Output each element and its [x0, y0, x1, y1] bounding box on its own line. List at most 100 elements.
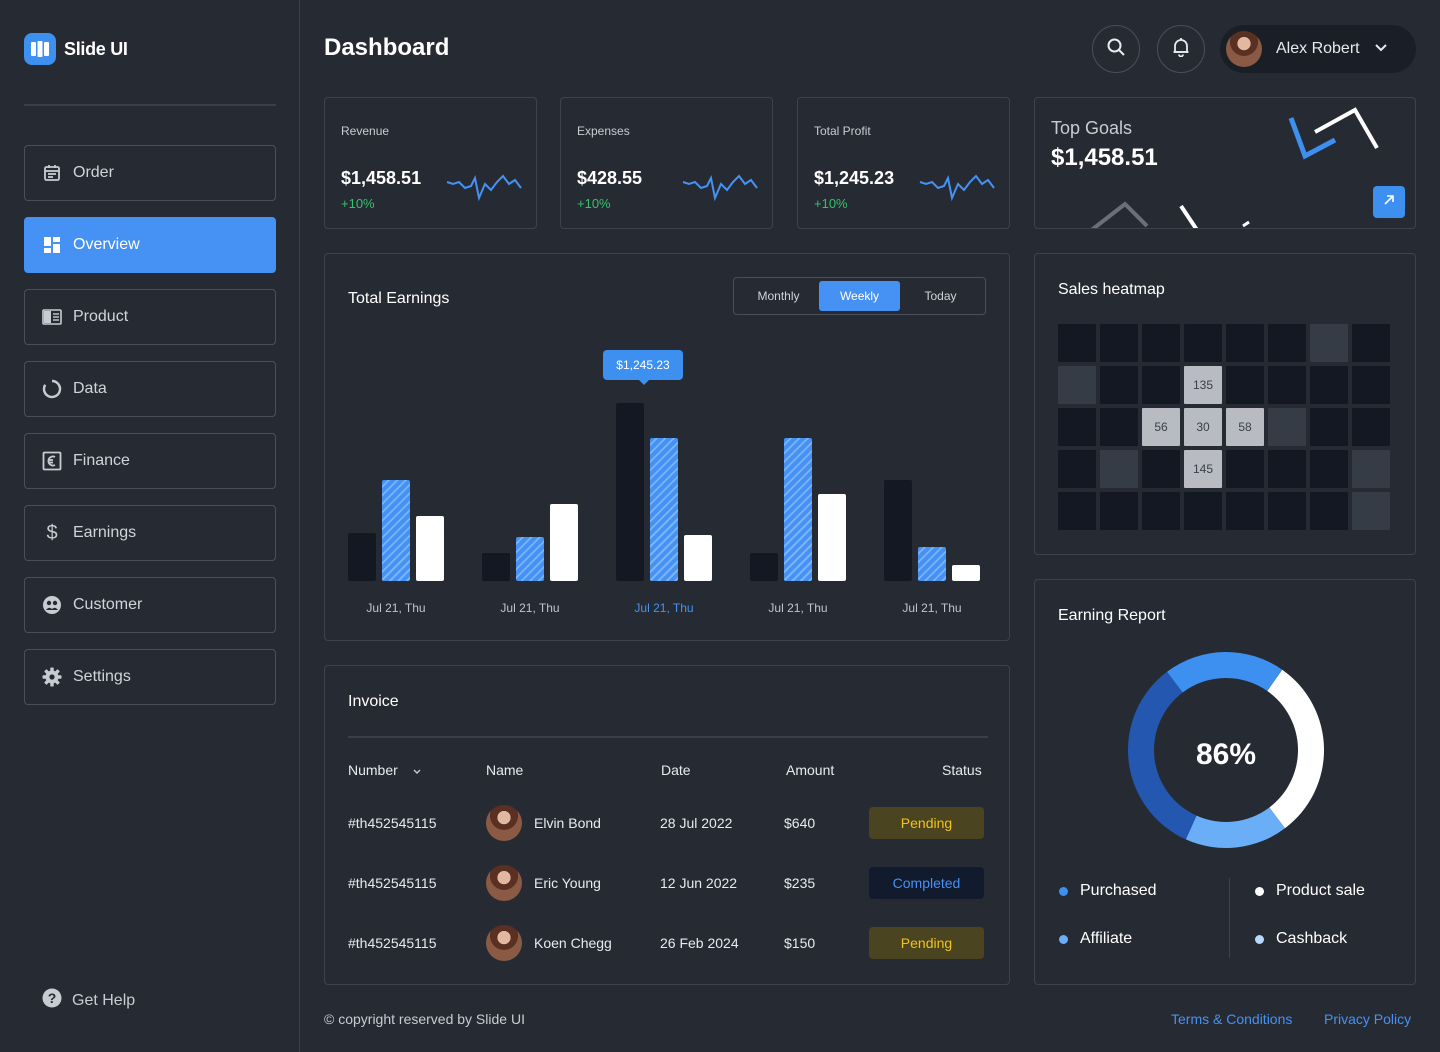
tab-monthly[interactable]: Monthly: [757, 289, 800, 303]
bar-white[interactable]: [416, 515, 444, 581]
heatmap-cell[interactable]: [1184, 324, 1222, 362]
bar-dark[interactable]: [884, 480, 912, 581]
heatmap-cell[interactable]: [1352, 408, 1390, 446]
search-button[interactable]: [1092, 25, 1140, 73]
x-tick-label: Jul 21, Thu: [902, 601, 962, 615]
sidebar-item-data[interactable]: Data: [24, 361, 276, 417]
notifications-button[interactable]: [1157, 25, 1205, 73]
invoice-date: 28 Jul 2022: [660, 815, 733, 831]
calendar-icon: [42, 163, 62, 183]
heatmap-cell[interactable]: [1226, 366, 1264, 404]
sidebar-item-settings[interactable]: Settings: [24, 649, 276, 705]
heatmap-cell[interactable]: [1058, 492, 1096, 530]
heatmap-cell[interactable]: [1058, 324, 1096, 362]
bar-dark[interactable]: [348, 533, 376, 581]
top-goals-card: Top Goals $1,458.51: [1034, 97, 1416, 229]
invoice-number: #th452545115: [348, 875, 437, 891]
heatmap-cell[interactable]: [1310, 366, 1348, 404]
report-percent: 86%: [1195, 738, 1257, 771]
heatmap-cell[interactable]: [1058, 450, 1096, 488]
bar-dark[interactable]: [482, 553, 510, 581]
sidebar-item-earnings[interactable]: $ Earnings: [24, 505, 276, 561]
heatmap-cell[interactable]: [1100, 324, 1138, 362]
goals-value: $1,458.51: [1051, 144, 1158, 171]
bar-white[interactable]: [952, 565, 980, 581]
privacy-link[interactable]: Privacy Policy: [1324, 1011, 1412, 1027]
heatmap-cell[interactable]: [1058, 408, 1096, 446]
sidebar-item-label: Data: [73, 380, 107, 397]
heatmap-cell[interactable]: [1100, 450, 1138, 488]
column-header-amount: Amount: [786, 762, 835, 778]
sidebar-item-order[interactable]: Order: [24, 145, 276, 201]
heatmap-cell[interactable]: [1226, 492, 1264, 530]
heatmap-cell[interactable]: 30: [1184, 408, 1222, 446]
user-menu[interactable]: Alex Robert: [1220, 25, 1416, 73]
heatmap-cell[interactable]: [1268, 366, 1306, 404]
get-help-link[interactable]: ? Get Help: [42, 988, 135, 1013]
heatmap-cell[interactable]: [1100, 366, 1138, 404]
kpi-change: +10%: [577, 196, 611, 211]
terms-link[interactable]: Terms & Conditions: [1171, 1011, 1293, 1027]
heatmap-cell[interactable]: [1142, 366, 1180, 404]
heatmap-cell[interactable]: [1142, 324, 1180, 362]
bar-white[interactable]: [684, 535, 712, 581]
bar-blue[interactable]: [382, 480, 410, 581]
heatmap-cell[interactable]: [1184, 492, 1222, 530]
heatmap-cell[interactable]: [1268, 324, 1306, 362]
heatmap-cell[interactable]: [1226, 324, 1264, 362]
heatmap-cell[interactable]: [1268, 408, 1306, 446]
heatmap-cell[interactable]: [1226, 450, 1264, 488]
bar-blue[interactable]: [516, 537, 544, 581]
search-icon: [1106, 37, 1126, 62]
report-title: Earning Report: [1058, 607, 1166, 624]
heatmap-cell[interactable]: [1352, 324, 1390, 362]
sidebar-item-finance[interactable]: Finance: [24, 433, 276, 489]
column-header-label: Number: [348, 762, 398, 778]
column-header-name: Name: [486, 762, 524, 778]
sidebar-item-customer[interactable]: Customer: [24, 577, 276, 633]
tab-weekly[interactable]: Weekly: [819, 281, 900, 311]
legend-label: Affiliate: [1080, 930, 1133, 947]
heatmap-cell[interactable]: 135: [1184, 366, 1222, 404]
heatmap-cell[interactable]: [1100, 492, 1138, 530]
bar-dark[interactable]: [616, 402, 644, 581]
avatar: [486, 925, 522, 961]
heatmap-cell[interactable]: 145: [1184, 450, 1222, 488]
heatmap-cell[interactable]: [1142, 450, 1180, 488]
heatmap-title: Sales heatmap: [1058, 281, 1165, 298]
goals-open-button[interactable]: [1373, 186, 1405, 218]
heatmap-cell[interactable]: [1310, 408, 1348, 446]
column-header-number[interactable]: Number: [348, 762, 422, 779]
sidebar-item-overview[interactable]: Overview: [24, 217, 276, 273]
tab-today[interactable]: Today: [924, 289, 957, 303]
kpi-label: Revenue: [341, 124, 390, 138]
bar-blue[interactable]: [784, 438, 812, 581]
kpi-value: $428.55: [577, 168, 643, 188]
heatmap-cell[interactable]: [1352, 366, 1390, 404]
sparkline: [919, 174, 995, 202]
sidebar-divider: [24, 104, 276, 106]
legend-affiliate: Affiliate: [1059, 930, 1132, 948]
bar-blue[interactable]: [650, 438, 678, 581]
heatmap-cell[interactable]: [1310, 450, 1348, 488]
bar-blue[interactable]: [918, 547, 946, 581]
heatmap-cell[interactable]: 56: [1142, 408, 1180, 446]
customer-name: Elvin Bond: [534, 815, 601, 831]
bar-white[interactable]: [550, 503, 578, 581]
heatmap-cell[interactable]: [1100, 408, 1138, 446]
bar-dark[interactable]: [750, 553, 778, 581]
heatmap-cell[interactable]: [1352, 492, 1390, 530]
heatmap-cell[interactable]: [1352, 450, 1390, 488]
heatmap-cell[interactable]: [1268, 492, 1306, 530]
heatmap-cell[interactable]: [1142, 492, 1180, 530]
invoice-divider: [348, 736, 988, 738]
sidebar-item-product[interactable]: Product: [24, 289, 276, 345]
bar-white[interactable]: [818, 493, 846, 581]
heatmap-cell[interactable]: [1310, 324, 1348, 362]
kpi-value: $1,245.23: [814, 168, 895, 188]
heatmap-cell[interactable]: [1310, 492, 1348, 530]
heatmap-cell[interactable]: [1268, 450, 1306, 488]
heatmap-cell[interactable]: [1058, 366, 1096, 404]
brand[interactable]: Slide UI: [24, 33, 128, 65]
heatmap-cell[interactable]: 58: [1226, 408, 1264, 446]
